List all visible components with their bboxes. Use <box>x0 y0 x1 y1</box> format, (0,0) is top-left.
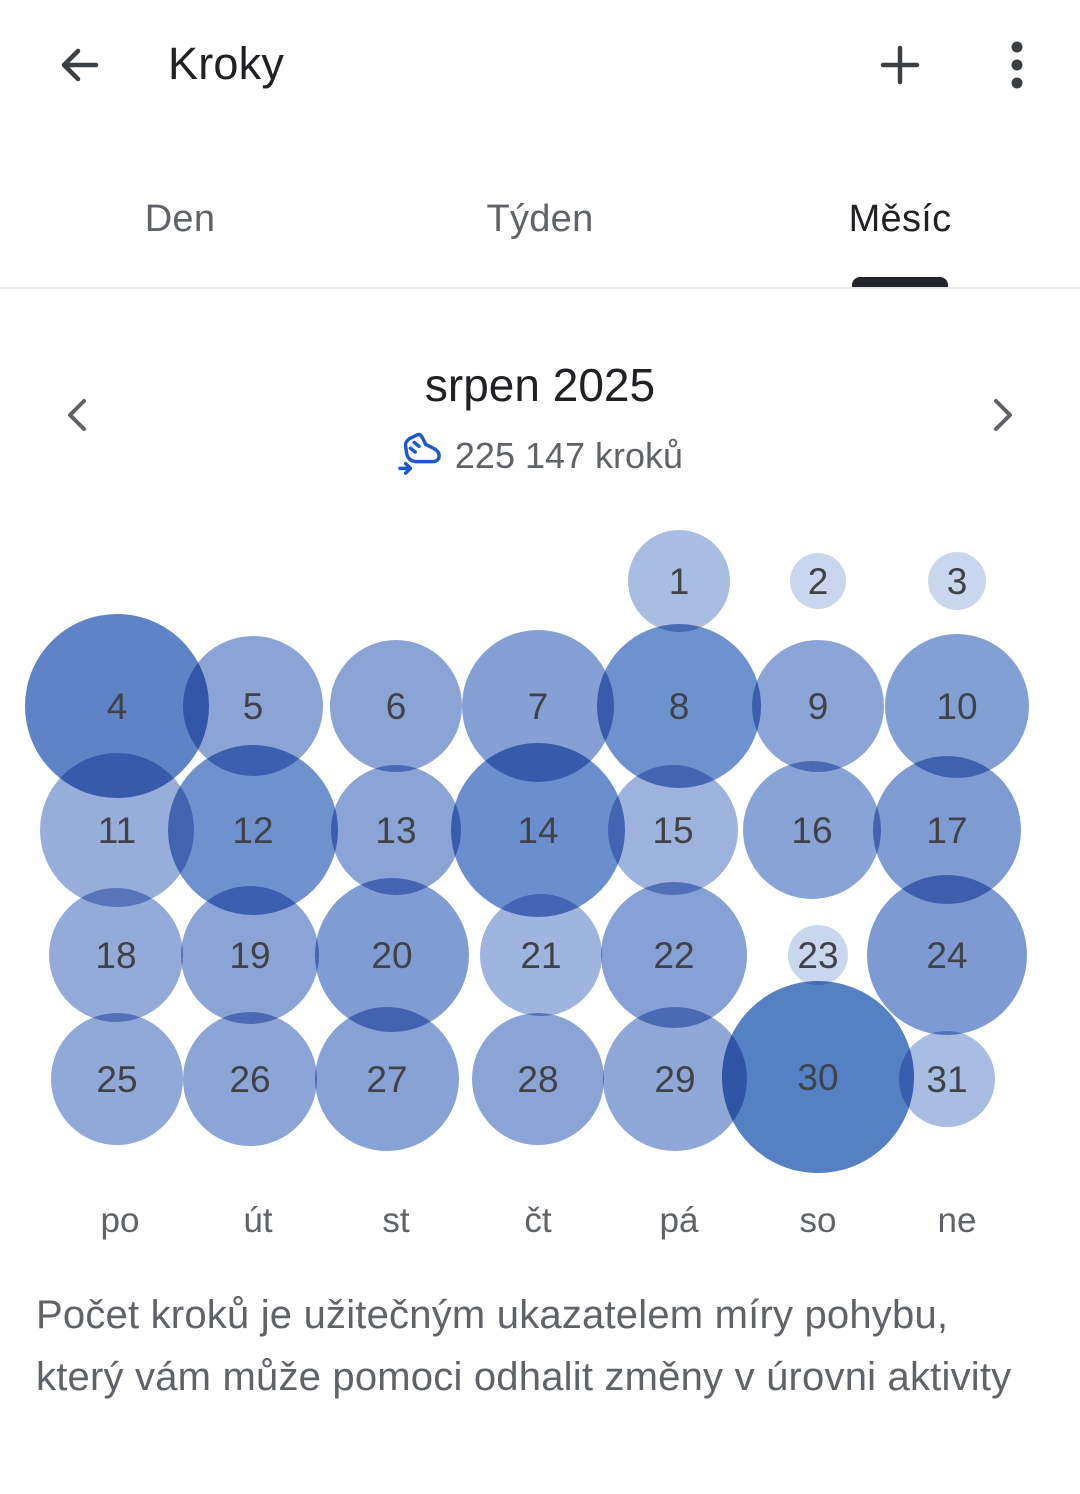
chevron-left-icon <box>59 396 97 437</box>
day-bubble-16[interactable] <box>743 761 881 899</box>
tab-mesic[interactable]: Měsíc <box>720 150 1080 288</box>
day-bubble-12[interactable] <box>168 745 338 915</box>
plus-icon <box>878 43 922 90</box>
day-bubble-17[interactable] <box>873 756 1021 904</box>
day-bubble-19[interactable] <box>181 886 319 1024</box>
weekday-label: pá <box>660 1201 699 1240</box>
tab-den-label: Den <box>144 197 216 240</box>
day-bubble-13[interactable] <box>331 765 461 895</box>
day-bubble-29[interactable] <box>603 1007 747 1151</box>
day-bubble-24[interactable] <box>867 875 1027 1035</box>
day-bubble-21[interactable] <box>480 894 602 1016</box>
day-bubble-10[interactable] <box>885 634 1029 778</box>
add-button[interactable] <box>872 38 928 94</box>
day-bubble-5[interactable] <box>183 636 323 776</box>
next-month-button[interactable] <box>974 388 1030 444</box>
weekday-label: čt <box>524 1201 552 1240</box>
day-bubble-8[interactable] <box>597 624 761 788</box>
back-button[interactable] <box>52 38 108 94</box>
arrow-left-icon <box>58 43 102 90</box>
day-bubble-25[interactable] <box>51 1013 183 1145</box>
day-bubble-18[interactable] <box>49 888 183 1022</box>
weekday-label: út <box>243 1201 272 1240</box>
tab-mesic-label: Měsíc <box>848 197 952 240</box>
day-bubble-14[interactable] <box>451 743 625 917</box>
kebab-menu-icon <box>995 39 1039 94</box>
day-bubble-30[interactable] <box>722 981 914 1173</box>
day-bubble-9[interactable] <box>752 640 884 772</box>
day-bubble-22[interactable] <box>601 882 747 1028</box>
day-bubble-4[interactable] <box>25 614 209 798</box>
day-bubble-26[interactable] <box>183 1012 317 1146</box>
day-bubble-28[interactable] <box>472 1013 604 1145</box>
period-tabs: Den Týden Měsíc <box>0 150 1080 288</box>
day-bubble-31[interactable] <box>899 1031 995 1127</box>
day-bubble-20[interactable] <box>315 878 469 1032</box>
day-bubble-11[interactable] <box>40 753 194 907</box>
day-bubble-1[interactable] <box>628 530 730 632</box>
weekday-label: po <box>101 1201 140 1240</box>
day-bubble-7[interactable] <box>462 630 614 782</box>
tab-tyden-label: Týden <box>486 197 594 240</box>
chevron-right-icon <box>983 396 1021 437</box>
steps-shoe-icon <box>397 432 443 481</box>
total-steps-label: 225 147 kroků <box>454 435 684 476</box>
day-bubble-15[interactable] <box>608 765 738 895</box>
day-bubble-6[interactable] <box>330 640 462 772</box>
tab-den[interactable]: Den <box>0 150 360 288</box>
month-steps-summary: 225 147 kroků <box>0 430 1080 482</box>
overflow-menu-button[interactable] <box>989 38 1045 94</box>
page-title: Kroky <box>168 38 285 89</box>
tab-tyden[interactable]: Týden <box>360 150 720 288</box>
day-bubble-23[interactable] <box>788 925 848 985</box>
day-bubble-27[interactable] <box>315 1007 459 1151</box>
tabbar-divider <box>0 287 1080 289</box>
month-title: srpen 2025 <box>424 359 656 411</box>
weekday-label: st <box>382 1201 410 1240</box>
weekday-label: so <box>800 1201 837 1240</box>
description-text: Počet kroků je užitečným ukazatelem míry… <box>36 1293 1012 1399</box>
app-bar: Kroky <box>0 0 1080 132</box>
day-bubble-2[interactable] <box>790 553 846 609</box>
prev-month-button[interactable] <box>50 388 106 444</box>
day-bubble-3[interactable] <box>928 552 986 610</box>
weekday-label: ne <box>938 1201 977 1240</box>
selected-tab-indicator <box>852 277 948 288</box>
